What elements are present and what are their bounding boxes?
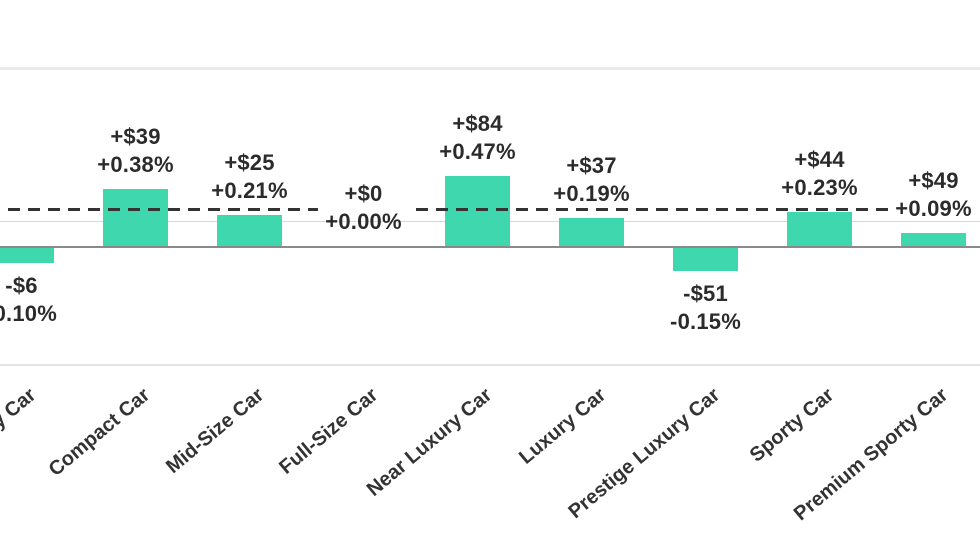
value-label-percent: +0.00% — [325, 209, 402, 234]
value-label-percent: +0.38% — [97, 152, 174, 177]
value-label-dollars: -$51 — [683, 280, 728, 306]
value-label-compact-car: +$39 +0.38% — [36, 123, 236, 179]
value-label-prestige-luxury-car: -$51 -0.15% — [606, 280, 806, 336]
value-label-mid-size-car: +$25 +0.21% — [150, 149, 350, 205]
value-label-percent: +0.47% — [439, 138, 516, 164]
bar-mid-size-car — [217, 214, 282, 246]
dashed-reference-line-segment — [408, 208, 888, 211]
x-axis-label-economy-car: Economy Car — [0, 384, 40, 484]
value-label-luxury-car: +$37 +0.19% — [492, 152, 692, 208]
zero-axis-line — [0, 246, 980, 248]
plot-bottom-border — [0, 364, 980, 366]
bar-economy-car — [0, 248, 54, 263]
value-label-percent: +0.19% — [553, 180, 630, 206]
value-label-dollars: +$44 — [794, 146, 845, 172]
bar-premium-sporty-car — [901, 232, 966, 246]
value-label-dollars: +$0 — [344, 181, 383, 206]
value-label-dollars: +$49 — [908, 167, 959, 193]
value-label-dollars: +$37 — [566, 152, 617, 178]
plot-top-border — [0, 67, 980, 70]
bar-compact-car — [103, 189, 168, 246]
value-label-dollars: +$39 — [110, 124, 161, 149]
bar-luxury-car — [559, 217, 624, 246]
bar-sporty-car — [787, 211, 852, 246]
value-label-near-luxury-car: +$84 +0.47% — [378, 110, 578, 166]
value-label-premium-sporty-car: +$49 +0.09% — [834, 167, 980, 223]
value-label-percent: +0.21% — [211, 177, 288, 203]
value-label-percent: +0.23% — [781, 174, 858, 200]
value-label-dollars: +$84 — [452, 110, 503, 136]
dashed-reference-line-segment — [0, 208, 318, 211]
value-label-percent: +0.09% — [895, 195, 972, 221]
value-label-full-size-car: +$0 +0.00% — [264, 180, 464, 236]
value-label-percent: -0.10% — [0, 301, 57, 326]
value-label-sporty-car: +$44 +0.23% — [720, 146, 920, 202]
value-label-dollars: -$6 — [5, 273, 38, 298]
bar-prestige-luxury-car — [673, 248, 738, 271]
value-label-economy-car: -$6 -0.10% — [0, 272, 122, 328]
value-label-percent: -0.15% — [670, 308, 741, 334]
value-label-dollars: +$25 — [224, 149, 275, 175]
